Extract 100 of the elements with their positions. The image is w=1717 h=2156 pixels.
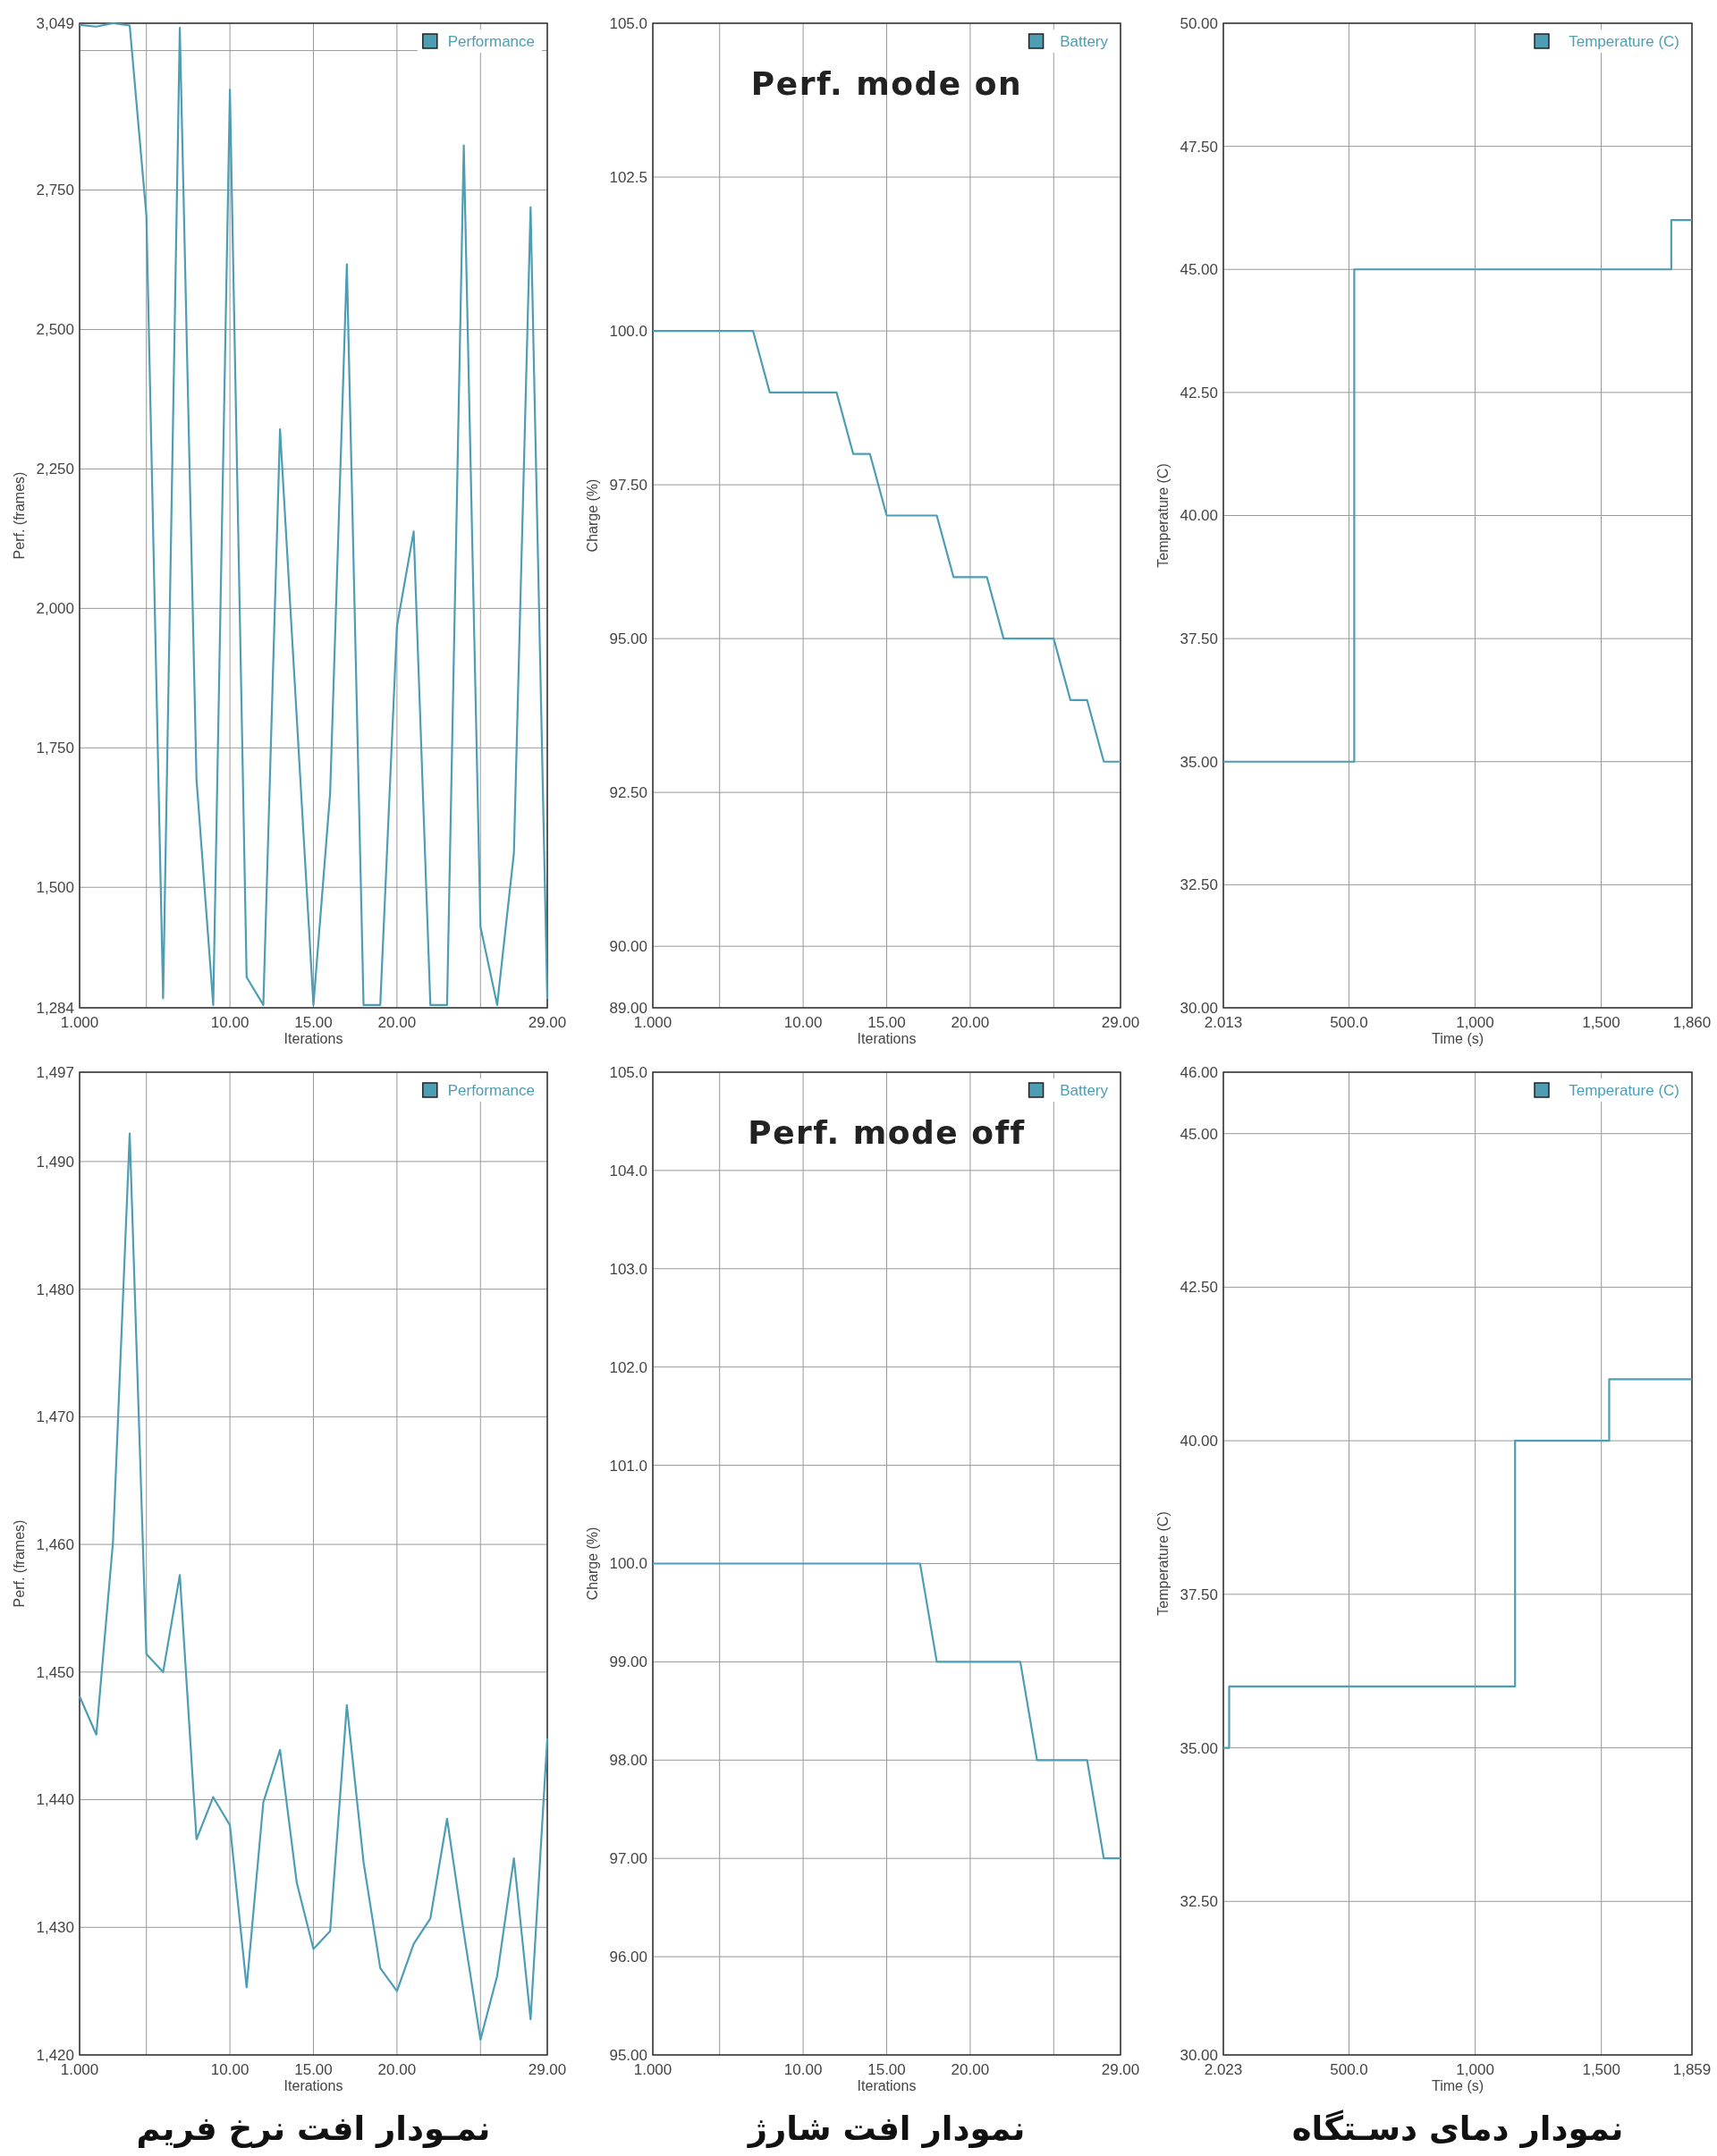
x-tick-label: 1.000: [60, 2061, 99, 2078]
x-tick-label: 1,500: [1582, 2061, 1620, 2078]
x-tick-label: 10.00: [210, 1014, 250, 1031]
x-tick-label: 1.000: [633, 2061, 672, 2078]
y-tick-label: 1,440: [36, 1791, 74, 1809]
x-axis-title: Iterations: [283, 2078, 343, 2093]
y-tick-label: 2,750: [36, 182, 74, 199]
text: نمودار دمای دسـتگاه: [1291, 2109, 1624, 2148]
y-tick-label: 89.00: [609, 999, 647, 1017]
y-axis-title: Charge (%): [585, 1526, 600, 1601]
text: نمودار افت شارژ: [746, 2109, 1026, 2148]
y-tick-label: 1,430: [36, 1919, 74, 1937]
x-axis-title: Time (s): [1431, 1031, 1484, 1046]
y-tick-label: 95.00: [609, 2046, 647, 2064]
y-tick-label: 100.0: [609, 323, 647, 341]
legend-label: Temperature (C): [1569, 32, 1679, 50]
legend-label: Performance: [447, 1081, 535, 1099]
x-tick-label: 10.00: [783, 2061, 823, 2078]
y-tick-label: 42.50: [1180, 384, 1218, 402]
x-tick-label: 20.00: [951, 2061, 990, 2078]
y-tick-label: 2,500: [36, 321, 74, 339]
x-tick-label: 10.00: [210, 2061, 250, 2078]
x-axis-title: Iterations: [857, 1031, 917, 1046]
y-tick-label: 1,284: [36, 999, 74, 1017]
x-tick-label: 15.00: [294, 1014, 333, 1031]
text: Perf. mode on: [750, 65, 1023, 102]
y-tick-label: 1,497: [36, 1063, 74, 1081]
y-tick-label: 1,460: [36, 1536, 74, 1554]
y-tick-label: 37.50: [1180, 1585, 1218, 1603]
x-tick-label: 500.0: [1330, 2061, 1368, 2078]
text: نمـودار افت نرخ فریم: [136, 2109, 491, 2148]
y-tick-label: 103.0: [609, 1260, 647, 1278]
y-tick-label: 1,470: [36, 1408, 74, 1426]
y-tick-label: 97.50: [609, 477, 647, 495]
x-axis-title: Iterations: [283, 1031, 343, 1046]
y-axis-title: Perf. (frames): [12, 471, 27, 560]
y-tick-label: 30.00: [1180, 999, 1218, 1017]
y-tick-label: 104.0: [609, 1162, 647, 1179]
y-tick-label: 32.50: [1180, 1893, 1218, 1911]
x-tick-label: 1,000: [1456, 1014, 1494, 1031]
y-axis-title: Temperature (C): [1155, 463, 1171, 568]
y-tick-label: 32.50: [1180, 876, 1218, 894]
x-tick-label: 29.00: [1101, 1014, 1140, 1031]
y-tick-label: 100.0: [609, 1555, 647, 1573]
x-tick-label: 1,500: [1582, 1014, 1620, 1031]
y-tick-label: 99.00: [609, 1653, 647, 1671]
x-tick-label: 20.00: [377, 2061, 417, 2078]
x-tick-label: 2.013: [1204, 1014, 1243, 1031]
y-tick-label: 45.00: [1180, 1125, 1218, 1143]
legend-label: Performance: [447, 32, 535, 50]
line-series: [78, 1132, 549, 2041]
y-tick-label: 30.00: [1180, 2046, 1218, 2064]
y-tick-label: 1,750: [36, 740, 74, 757]
line-series: [651, 329, 1122, 763]
y-tick-label: 37.50: [1180, 630, 1218, 648]
y-tick-label: 96.00: [609, 1949, 647, 1966]
x-tick-label: 29.00: [528, 1014, 567, 1031]
x-tick-label: 15.00: [867, 1014, 906, 1031]
x-tick-label: 10.00: [783, 1014, 823, 1031]
y-tick-label: 47.50: [1180, 138, 1218, 156]
x-tick-label: 1,860: [1672, 1014, 1712, 1031]
legend-label: Battery: [1060, 1081, 1109, 1099]
y-tick-label: 101.0: [609, 1457, 647, 1475]
x-tick-label: 1,000: [1456, 2061, 1494, 2078]
text: Perf. mode off: [748, 1114, 1026, 1151]
y-axis-title: Charge (%): [585, 478, 600, 553]
x-tick-label: 1.000: [60, 1014, 99, 1031]
x-tick-label: 15.00: [294, 2061, 333, 2078]
y-tick-label: 45.00: [1180, 261, 1218, 279]
y-tick-label: 40.00: [1180, 1433, 1218, 1450]
y-tick-label: 102.0: [609, 1358, 647, 1376]
y-tick-label: 102.5: [609, 168, 647, 186]
y-tick-label: 1,420: [36, 2046, 74, 2064]
legend-label: Battery: [1060, 32, 1109, 50]
y-tick-label: 46.00: [1180, 1063, 1218, 1081]
y-axis-title: Temperature (C): [1155, 1511, 1171, 1616]
y-tick-label: 35.00: [1180, 1739, 1218, 1757]
y-tick-label: 40.00: [1180, 507, 1218, 525]
y-tick-label: 92.50: [609, 784, 647, 802]
x-tick-label: 20.00: [377, 1014, 417, 1031]
y-tick-label: 1,450: [36, 1663, 74, 1681]
x-tick-label: 500.0: [1330, 1014, 1368, 1031]
y-tick-label: 1,500: [36, 879, 74, 897]
line-series: [78, 21, 549, 1006]
x-tick-label: 15.00: [867, 2061, 906, 2078]
y-tick-label: 98.00: [609, 1752, 647, 1770]
y-tick-label: 3,049: [36, 14, 74, 32]
y-axis-title: Perf. (frames): [12, 1519, 27, 1608]
y-tick-label: 105.0: [609, 14, 647, 32]
y-tick-label: 1,490: [36, 1153, 74, 1171]
y-tick-label: 35.00: [1180, 753, 1218, 771]
x-tick-label: 1.000: [633, 1014, 672, 1031]
x-axis-title: Iterations: [857, 2078, 917, 2093]
x-tick-label: 20.00: [951, 1014, 990, 1031]
y-tick-label: 105.0: [609, 1063, 647, 1081]
y-tick-label: 90.00: [609, 938, 647, 956]
line-series: [651, 1562, 1122, 1860]
y-tick-label: 42.50: [1180, 1279, 1218, 1297]
y-tick-label: 50.00: [1180, 14, 1218, 32]
y-tick-label: 2,250: [36, 461, 74, 478]
